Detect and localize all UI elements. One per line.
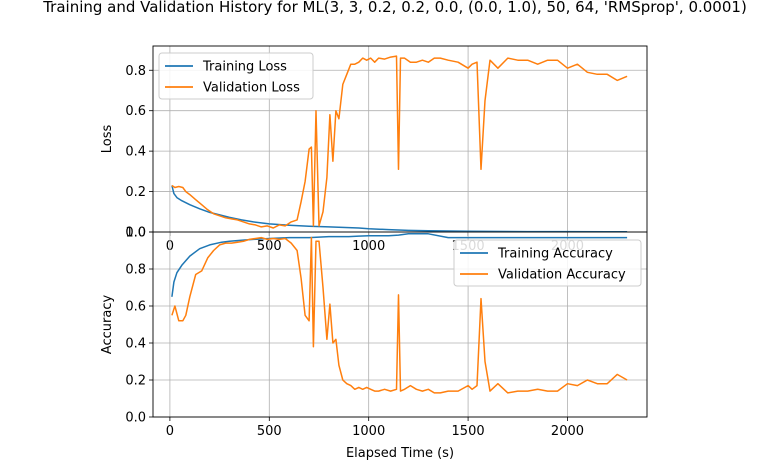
axes-frame <box>152 231 648 418</box>
x-tick-label: 2000 <box>551 424 584 439</box>
legend-entry: Validation Loss <box>203 81 300 96</box>
x-tick-label: 0 <box>166 424 174 439</box>
x-axis-label: Elapsed Time (s) <box>346 446 454 460</box>
y-axis-label: Accuracy <box>100 295 115 355</box>
legend-box <box>453 239 642 287</box>
accuracy-subplot: 0 500 1000 1500 2000 0.0 0.2 0.4 0.6 0.8 1.0 Accura… <box>100 226 648 460</box>
y-axis-label: Loss <box>100 125 115 154</box>
y-tick-label: 0.2 <box>125 185 146 200</box>
y-tick-label: 1.0 <box>125 226 146 241</box>
y-tick-label: 0.2 <box>125 374 146 389</box>
x-tick-label: 500 <box>257 424 282 439</box>
y-tick-label: 0.0 <box>125 226 146 241</box>
y-tick-label: 0.6 <box>125 104 146 119</box>
y-tick-label: 0.8 <box>125 64 146 79</box>
legend-entry: Validation Accuracy <box>498 268 626 283</box>
loss-subplot: 05001000150020000.00.20.40.60.8LossTrain… <box>100 45 648 254</box>
legend-entry: Training Accuracy <box>497 247 613 262</box>
y-tick-label: 0.6 <box>125 300 146 315</box>
legend: Training Accuracy Validation Accuracy <box>453 239 642 287</box>
validation-accuracy-line <box>171 236 628 394</box>
x-tick-label: 1000 <box>352 424 385 439</box>
y-tick-label: 0.4 <box>125 145 146 160</box>
chart-title: Training and Validation History for ML(3… <box>42 0 747 16</box>
y-tick-label: 0.0 <box>125 411 146 426</box>
training-loss-line <box>171 185 628 233</box>
training-accuracy-line <box>171 233 628 297</box>
y-tick-label: 0.4 <box>125 337 146 352</box>
legend-entry: Training Loss <box>202 60 287 75</box>
validation-loss-line <box>171 55 628 229</box>
x-tick-label: 1500 <box>452 424 485 439</box>
y-tick-label: 0.8 <box>125 263 146 278</box>
legend-box <box>158 52 314 100</box>
legend: Training Loss Validation Loss <box>158 52 314 100</box>
